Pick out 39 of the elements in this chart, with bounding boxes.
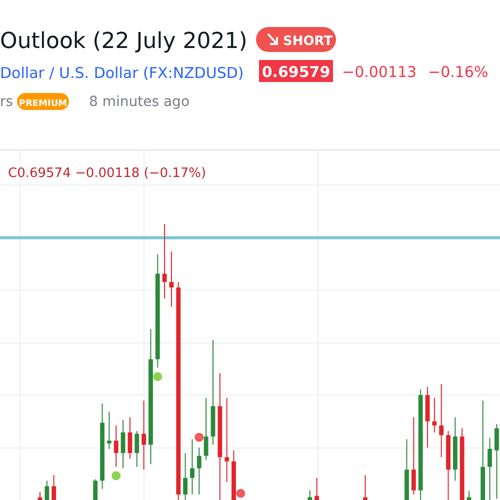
point — [153, 372, 162, 382]
candlestick — [114, 424, 118, 468]
text: SHORT — [283, 34, 333, 49]
point — [236, 488, 246, 498]
candlestick — [44, 480, 50, 500]
candlestick — [93, 478, 98, 500]
candlestick — [162, 224, 167, 300]
candlestick — [196, 447, 202, 495]
candlestick — [120, 419, 126, 469]
text: rs — [0, 94, 14, 110]
candlestick — [183, 452, 188, 500]
text: 8 minutes ago — [89, 94, 190, 110]
candlestick — [494, 424, 499, 500]
candlestick — [488, 437, 492, 500]
text: −0.16% — [428, 63, 488, 81]
candlestick — [134, 430, 140, 468]
candlestick — [411, 416, 416, 495]
text: 0.69579 — [262, 63, 330, 81]
text: PREMIUM — [18, 99, 68, 109]
candlestick — [204, 397, 208, 460]
candlestick — [142, 400, 146, 470]
candlestick — [190, 438, 194, 495]
chart-title: Outlook (22 July 2021) — [0, 29, 248, 54]
candlestick — [439, 384, 444, 458]
chart-subtitle: Dollar / U.S. Dollar (FX:NZDUSD) — [0, 64, 244, 82]
candlestick — [363, 474, 368, 500]
candlestick — [432, 397, 437, 433]
candlestick — [52, 474, 56, 500]
text: C0.69574 −0.00118 (−0.17%) — [8, 166, 206, 181]
text: −0.00113 — [342, 63, 417, 81]
candlestick — [314, 477, 319, 500]
candlestick — [224, 397, 230, 483]
point — [112, 471, 121, 480]
candlestick — [466, 490, 472, 500]
candlestick — [308, 490, 312, 500]
candlestick — [128, 416, 132, 460]
candlestick — [106, 411, 112, 450]
point — [194, 432, 204, 442]
candlestick — [169, 251, 174, 308]
